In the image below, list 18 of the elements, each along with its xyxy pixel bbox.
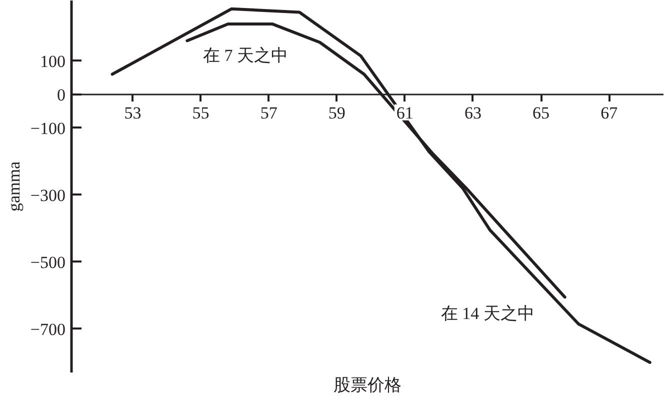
y-tick-label: −700 (30, 320, 66, 339)
y-tick-label: 0 (57, 85, 66, 104)
x-axis-title: 股票价格 (334, 376, 402, 394)
y-tick-label: −500 (30, 252, 66, 272)
y-axis-title: gamma (4, 161, 24, 212)
annotation: 在 14 天之中 (440, 304, 534, 323)
x-tick-label: 65 (532, 103, 550, 122)
x-tick-label: 67 (600, 103, 618, 122)
x-tick-label: 55 (192, 103, 210, 122)
x-tick-label: 61 (396, 103, 414, 122)
x-tick-label: 57 (260, 103, 278, 122)
y-tick-label: −100 (30, 118, 66, 138)
y-tick-label: 100 (40, 52, 66, 71)
x-tick-label: 53 (124, 103, 142, 122)
x-tick-label: 59 (328, 103, 346, 122)
x-tick-label: 63 (464, 103, 482, 122)
annotation: 在 7 天之中 (203, 46, 288, 66)
y-tick-label: −300 (30, 186, 66, 205)
